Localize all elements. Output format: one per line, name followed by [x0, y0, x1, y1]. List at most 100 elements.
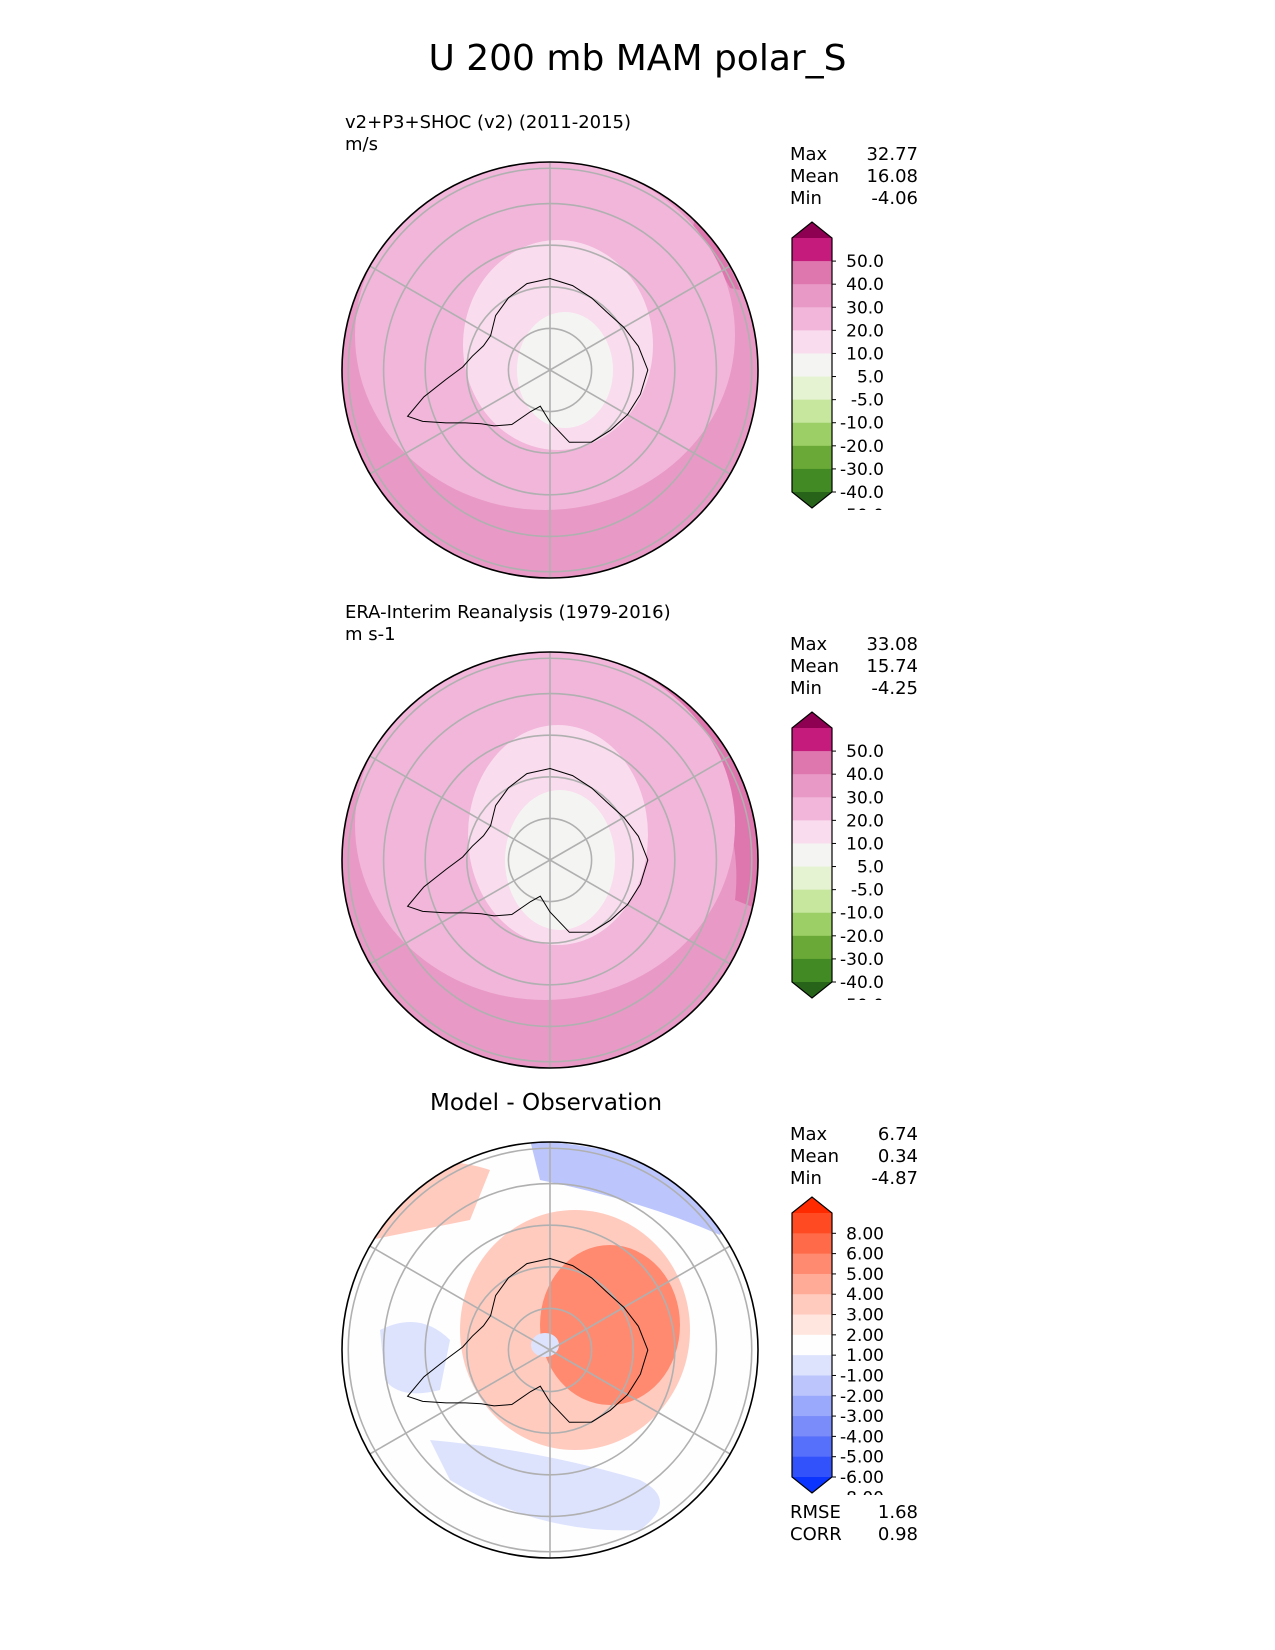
colorbar-segment — [792, 843, 832, 868]
diff-negative-patch — [530, 1142, 740, 1235]
colorbar-tick-label: -3.00 — [840, 1407, 884, 1427]
colorbar-segment — [792, 1253, 832, 1275]
colorbar-tick-label: 3.00 — [846, 1306, 884, 1326]
colorbar-segment — [792, 399, 832, 424]
colorbar: 50.0 40.0 30.0 20.0 10.0 5.0 -5.0 -10.0 -20.0 -30… — [791, 221, 884, 510]
meridian-line — [369, 859, 551, 965]
colorbar-tick-label: 50.0 — [846, 742, 884, 762]
map-boundary — [341, 161, 759, 579]
colorbar-tick-label: -2.00 — [840, 1387, 884, 1407]
colorbar-tick-label: 20.0 — [846, 321, 884, 341]
graticule — [347, 652, 753, 1068]
colorbar-segment — [792, 866, 832, 891]
colorbar-segment — [792, 284, 832, 308]
colorbar-segment — [792, 751, 832, 775]
meridian-line — [549, 265, 731, 371]
stats-footer: RMSE 1.68 CORR 0.98 — [790, 1502, 918, 1545]
field-band-neg5-5 — [505, 790, 615, 930]
colorbar-tick-label: -5.0 — [851, 391, 884, 411]
colorbar-tick-label: 2.00 — [846, 1326, 884, 1346]
colorbar-tick-label: 30.0 — [846, 788, 884, 808]
colorbar-tick-label: 5.00 — [846, 1265, 884, 1285]
colorbar-segment — [792, 445, 832, 470]
colorbar-segment — [792, 376, 832, 401]
colorbar-extend-top — [792, 1197, 832, 1213]
map-boundary — [341, 1141, 759, 1559]
graticule — [347, 1142, 753, 1558]
panel-observation: ERA-Interim Reanalysis (1979-2016) m s-1… — [0, 490, 1275, 1069]
colorbar-segment — [792, 1273, 832, 1295]
colorbar-segment — [792, 1456, 832, 1478]
colorbar-segment — [792, 1436, 832, 1458]
colorbar-extend-bottom — [792, 492, 832, 508]
colorbar-segment — [792, 774, 832, 798]
colorbar-segment — [792, 797, 832, 821]
colorbar-segment — [792, 1314, 832, 1336]
colorbar-tick-label: -5.0 — [851, 881, 884, 901]
colorbar-segment — [792, 1334, 832, 1356]
colorbar-segment — [792, 422, 832, 447]
colorbar-segment — [792, 1416, 832, 1437]
colorbar-tick-label: 20.0 — [846, 811, 884, 831]
colorbar-extend-top — [792, 712, 832, 728]
meridian-line — [549, 1245, 731, 1351]
panel-title: Model - Observation — [430, 1090, 663, 1116]
colorbar-extend-top — [792, 222, 832, 238]
polar-map — [341, 161, 759, 579]
meridian-line — [549, 1349, 731, 1455]
colorbar-segment — [792, 1375, 832, 1397]
colorbar-segment — [792, 728, 832, 752]
figure-title: U 200 mb MAM polar_S — [428, 38, 847, 79]
antarctica-coastline — [406, 1257, 649, 1423]
polar-map — [341, 1141, 759, 1559]
meridian-line — [369, 265, 551, 371]
colorbar-tick-label: -50.0 — [840, 996, 884, 1000]
map-boundary — [341, 651, 759, 1069]
colorbar-tick-label: -8.00 — [840, 1488, 884, 1495]
stats-block: Max 33.08 Mean 15.74 Min -4.25 — [790, 634, 918, 699]
colorbar-tick-label: -30.0 — [840, 950, 884, 970]
colorbar-tick-label: -4.00 — [840, 1427, 884, 1447]
colorbar-segment — [792, 820, 832, 844]
colorbar-segment — [792, 958, 832, 983]
colorbar-tick-label: 50.0 — [846, 252, 884, 272]
meridian-line — [549, 859, 731, 965]
colorbar-tick-label: -20.0 — [840, 437, 884, 457]
colorbar-tick-label: -50.0 — [840, 506, 884, 510]
colorbar: 50.0 40.0 30.0 20.0 10.0 5.0 -5.0 -10.0 -20.0 -30… — [791, 711, 884, 1000]
colorbar-extend-bottom — [792, 982, 832, 998]
colorbar-segment — [792, 1213, 832, 1234]
colorbar-tick-label: -40.0 — [840, 483, 884, 503]
meridian-line — [369, 755, 551, 861]
panel-title: ERA-Interim Reanalysis (1979-2016) m s-1 — [345, 602, 671, 645]
colorbar-tick-label: -40.0 — [840, 973, 884, 993]
colorbar-tick-label: -1.00 — [840, 1366, 884, 1386]
panel-model: v2+P3+SHOC (v2) (2011-2015) m/s Max 32.77… — [0, 0, 1275, 579]
colorbar-tick-label: 30.0 — [846, 298, 884, 318]
colorbar-tick-label: 40.0 — [846, 275, 884, 295]
field-band-neg5-5 — [517, 312, 613, 428]
panel-title: v2+P3+SHOC (v2) (2011-2015) m/s — [345, 112, 632, 155]
diff-positive-patch — [540, 1245, 680, 1405]
colorbar-segment — [792, 889, 832, 914]
colorbar-tick-label: 10.0 — [846, 344, 884, 364]
graticule — [347, 162, 753, 578]
colorbar-segment — [792, 468, 832, 493]
colorbar-tick-label: 4.00 — [846, 1285, 884, 1305]
antarctica-coastline — [406, 767, 649, 933]
colorbar-segment — [792, 912, 832, 937]
polar-map — [341, 651, 759, 1069]
stats-block: Max 6.74 Mean 0.34 Min -4.87 — [790, 1124, 918, 1189]
colorbar-tick-label: 5.0 — [857, 368, 884, 388]
colorbar-tick-label: -6.00 — [840, 1468, 884, 1488]
colorbar-tick-label: -20.0 — [840, 927, 884, 947]
meridian-line — [549, 755, 731, 861]
colorbar-tick-label: 5.0 — [857, 858, 884, 878]
colorbar-segment — [792, 238, 832, 262]
colorbar-segment — [792, 330, 832, 354]
colorbar-tick-label: -10.0 — [840, 414, 884, 434]
colorbar-segment — [792, 1233, 832, 1255]
colorbar-segment — [792, 1355, 832, 1376]
colorbar: 8.006.005.004.003.002.001.00-1.00-2.00-3… — [791, 1196, 884, 1495]
colorbar-segment — [792, 353, 832, 378]
